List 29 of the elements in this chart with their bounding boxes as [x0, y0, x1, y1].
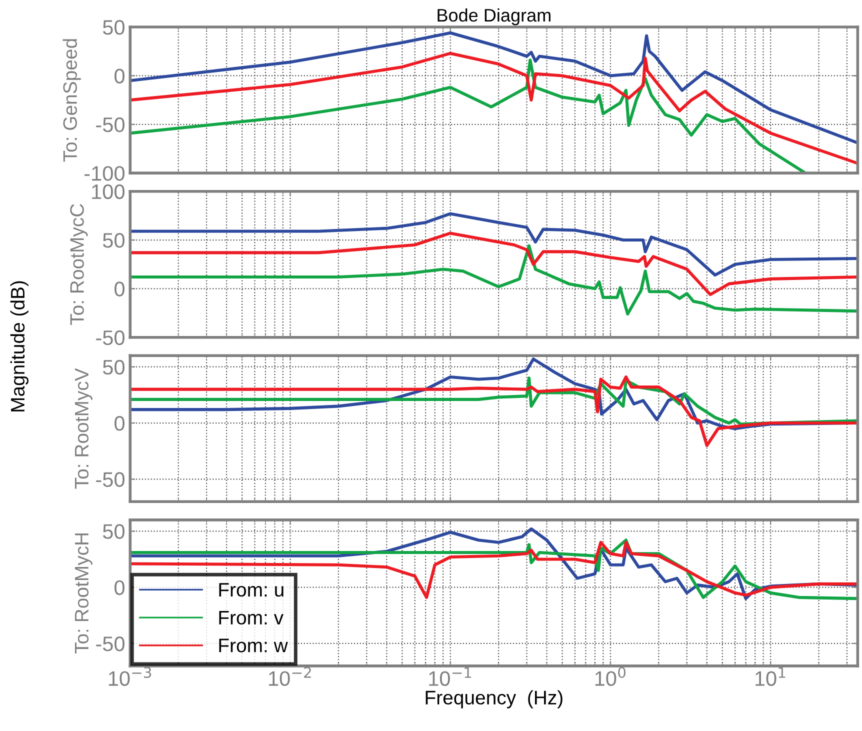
y-axis-title: To: GenSpeed: [62, 39, 81, 162]
chart-title: Bode Diagram: [438, 8, 550, 26]
y-tick-label: 0: [114, 580, 124, 596]
y-tick-label: 50: [102, 360, 124, 375]
y-tick-label: 50: [102, 524, 124, 539]
y-tick-label: 50: [102, 20, 124, 35]
y-tick-label: -100: [84, 166, 124, 181]
x-tick-label: 10$^{−2}$: [269, 666, 311, 686]
text: Magnitude (dB): [10, 281, 28, 412]
y-tick-label: 0: [114, 416, 124, 431]
y-axis-title: To: RootMycC: [70, 204, 88, 325]
y-tick-label: 50: [102, 233, 124, 248]
y-tick-label: 100: [92, 184, 124, 200]
x-tick-label: 10$^{−3}$: [108, 666, 152, 686]
y-tick-label: -50: [96, 117, 124, 132]
x-tick-label: 10$^{0}$: [595, 666, 626, 686]
y-tick-label: -50: [96, 330, 124, 346]
legend-label: From: v: [219, 610, 284, 625]
x-axis-title: Frequency (Hz): [426, 690, 562, 708]
x-tick-label: 10$^{1}$: [756, 667, 786, 686]
y-tick-label: -50: [96, 472, 124, 487]
y-tick-label: -50: [96, 636, 124, 652]
y-axis-title: To: RootMycH: [75, 533, 92, 654]
legend-label: From: u: [219, 583, 284, 597]
y-tick-label: 0: [114, 68, 124, 84]
x-tick-label: 10$^{−1}$: [429, 667, 472, 686]
legend-label: From: w: [219, 638, 288, 652]
y-tick-label: 0: [114, 282, 124, 296]
y-axis-title: To: RootMycV: [75, 368, 92, 489]
